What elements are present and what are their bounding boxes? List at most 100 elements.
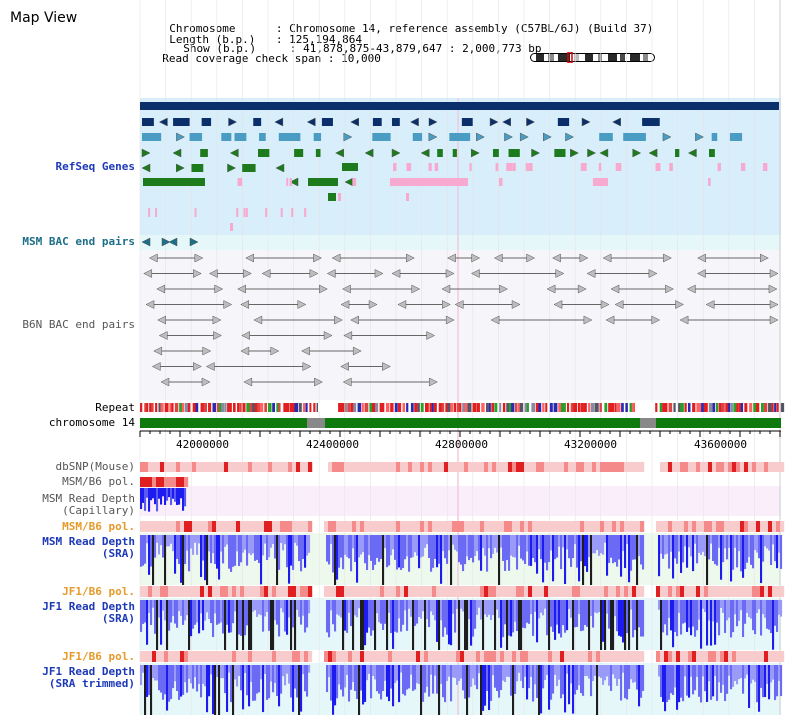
polymorphism-density <box>760 462 765 472</box>
read-depth-bar <box>174 488 177 502</box>
polymorphism-density <box>720 521 725 532</box>
read-depth-bar <box>296 665 299 698</box>
polymorphism-density <box>544 462 549 472</box>
read-depth-bar <box>190 535 193 549</box>
read-depth-bar <box>772 665 775 680</box>
read-depth-bar <box>160 535 163 546</box>
read-depth-bar <box>352 600 355 650</box>
read-depth-bar <box>350 665 353 690</box>
track-label-msm-b6-pol-sra[interactable]: MSM/B6 pol. <box>62 520 135 533</box>
read-depth-bar <box>326 600 329 633</box>
read-depth-bar <box>346 600 349 633</box>
polymorphism-density <box>248 521 253 532</box>
read-depth-bar <box>462 535 465 572</box>
read-depth-bar <box>746 535 749 563</box>
polymorphism-density <box>332 586 337 597</box>
bac-end-marker <box>309 269 319 278</box>
read-depth-bar <box>346 665 349 675</box>
read-depth-bar <box>658 535 661 577</box>
polymorphism-density <box>432 586 437 597</box>
pink-feature <box>617 163 622 171</box>
track-label-jf1-b6-pol-sra[interactable]: JF1/B6 pol. <box>62 585 135 598</box>
polymorphism-density <box>148 651 153 662</box>
track-label-b6n-bac[interactable]: B6N BAC end pairs <box>22 318 135 331</box>
track-label-jf1-depth-trim[interactable]: JF1 Read Depth (SRA trimmed) <box>42 666 135 690</box>
read-depth-bar <box>576 535 579 568</box>
track-label-refseq[interactable]: RefSeq Genes <box>55 160 135 173</box>
read-depth-bar <box>164 488 167 505</box>
read-depth-bar <box>300 665 303 712</box>
read-depth-bar <box>400 665 403 673</box>
polymorphism-density <box>580 462 585 472</box>
read-depth-bar <box>338 600 341 616</box>
bac-end-marker <box>237 284 246 294</box>
track-label-dbsnp[interactable]: dbSNP(Mouse) <box>55 460 135 473</box>
read-depth-bar <box>730 600 733 638</box>
read-depth-bar <box>708 665 711 682</box>
polymorphism-density <box>380 462 385 472</box>
read-depth-bar <box>252 600 255 612</box>
read-depth-bar <box>558 665 561 680</box>
repeat-feature <box>725 403 729 412</box>
read-depth-bar <box>518 535 521 546</box>
polymorphism-density <box>728 586 733 597</box>
chromosome-ideogram[interactable] <box>530 52 655 63</box>
pink-feature <box>525 163 528 171</box>
read-depth-bar <box>206 600 209 613</box>
bac-end-marker <box>161 237 171 247</box>
polymorphism-density <box>296 586 301 597</box>
read-depth-bar <box>698 665 701 697</box>
read-depth-bar <box>274 600 277 621</box>
repeat-feature <box>715 403 719 412</box>
track-label-msm-depth-sra[interactable]: MSM Read Depth (SRA) <box>42 536 135 560</box>
repeat-feature <box>164 403 169 412</box>
pink-feature <box>669 163 673 171</box>
polymorphism-density <box>548 586 553 597</box>
read-depth-bar <box>724 535 727 549</box>
polymorphism-density <box>476 586 481 597</box>
read-depth-bar <box>516 665 519 682</box>
pink-feature <box>245 208 248 217</box>
polymorphism-density <box>216 521 221 532</box>
repeat-feature <box>662 403 665 412</box>
polymorphism-density <box>668 462 673 472</box>
bac-end-marker <box>471 253 481 263</box>
read-depth-bar <box>374 665 377 680</box>
polymorphism-density <box>540 586 545 597</box>
polymorphism-density <box>216 462 221 472</box>
polymorphism-density <box>636 462 641 472</box>
read-depth-bar <box>700 600 703 649</box>
track-label-msm-b6-pol-cap[interactable]: MSM/B6 pol. <box>62 475 135 488</box>
read-depth-bar <box>448 665 451 677</box>
read-depth-bar <box>408 600 411 609</box>
gene-exon <box>449 133 471 141</box>
read-depth-bar <box>736 535 739 568</box>
bac-end-marker <box>686 284 696 294</box>
read-depth-bar <box>706 600 709 646</box>
polymorphism-density <box>240 462 245 472</box>
polymorphism-density <box>352 586 357 597</box>
read-depth-bar <box>514 600 517 622</box>
bac-end-marker <box>151 362 161 371</box>
read-depth-bar <box>154 665 157 681</box>
read-depth-bar <box>416 665 419 684</box>
polymorphism-density <box>156 462 161 472</box>
repeat-feature <box>684 403 687 412</box>
read-depth-bar <box>706 665 709 702</box>
polymorphism-density <box>264 521 269 532</box>
track-label-repeat[interactable]: Repeat <box>95 401 135 414</box>
read-depth-bar <box>512 665 515 715</box>
track-label-jf1-b6-pol-trim[interactable]: JF1/B6 pol. <box>62 650 135 663</box>
read-depth-bar <box>776 535 779 569</box>
polymorphism-density <box>244 651 249 662</box>
read-depth-bar <box>436 600 439 642</box>
polymorphism-density <box>752 462 757 472</box>
bac-end-marker <box>600 300 610 309</box>
track-label-msm-bac[interactable]: MSM BAC end pairs <box>22 235 135 248</box>
read-depth-bar <box>608 600 611 629</box>
polymorphism-density <box>440 462 445 472</box>
gene-exon <box>143 178 205 186</box>
track-label-jf1-depth-sra[interactable]: JF1 Read Depth (SRA) <box>42 601 135 625</box>
track-label-msm-depth-cap[interactable]: MSM Read Depth (Capillary) <box>42 493 135 517</box>
